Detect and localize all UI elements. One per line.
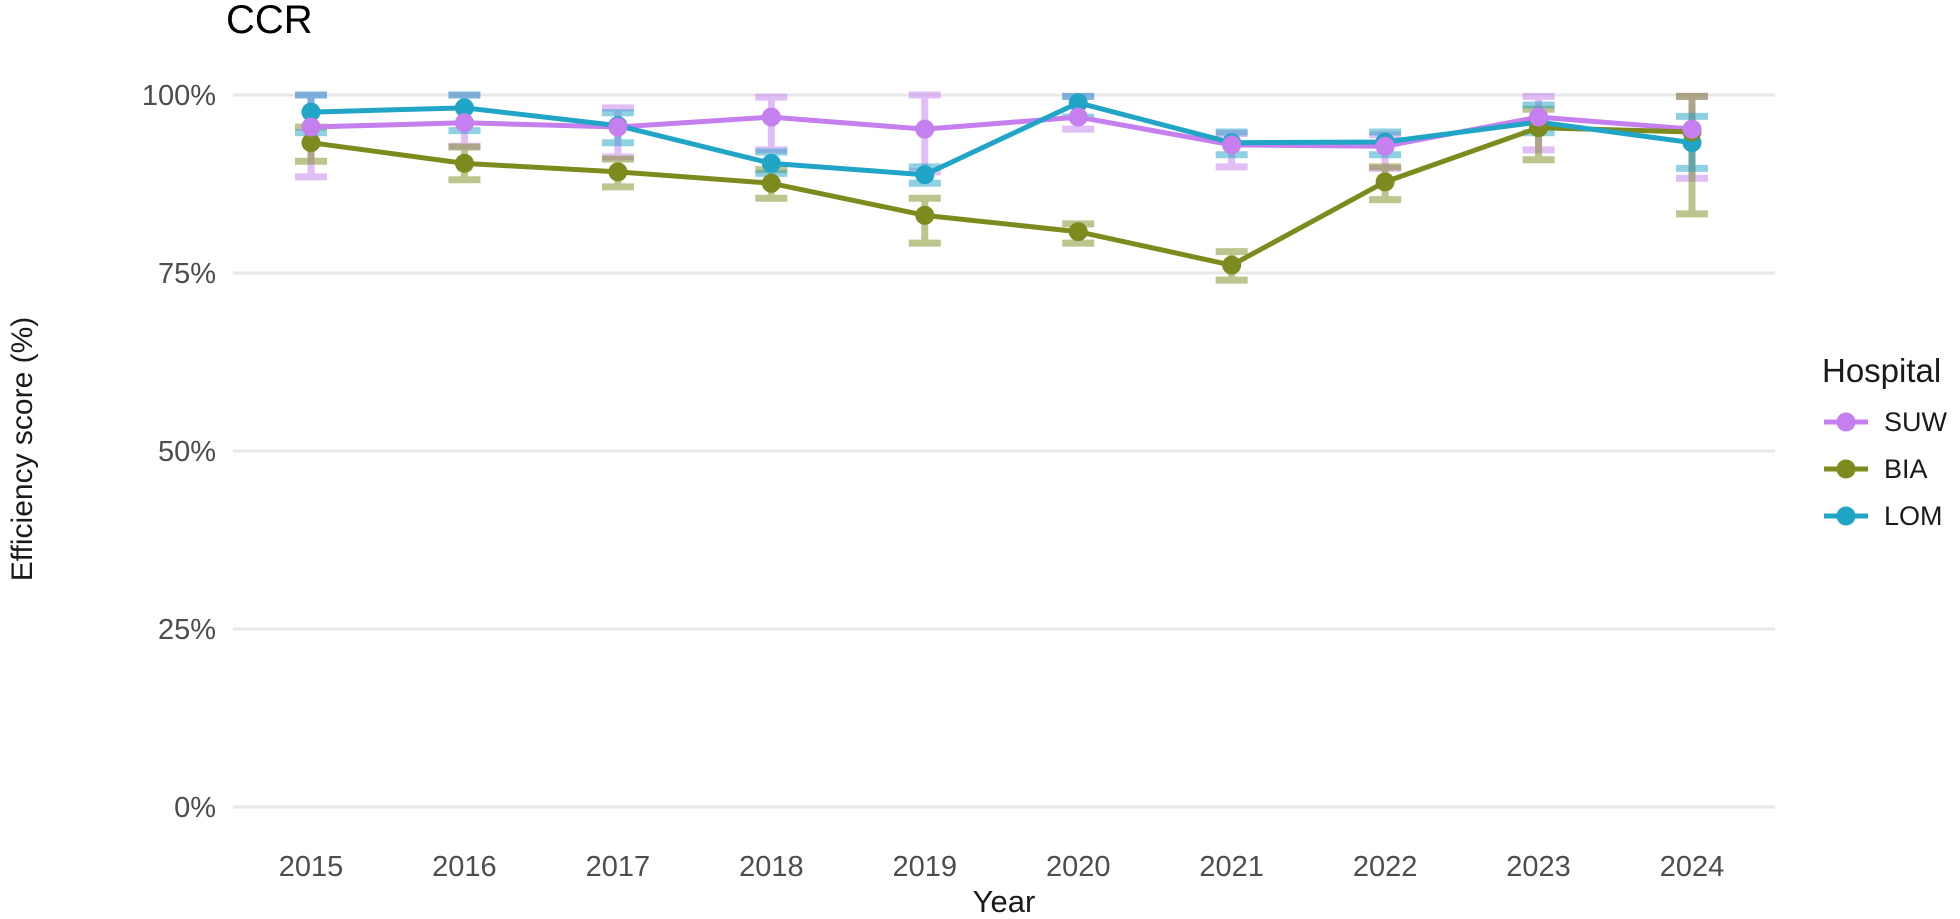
- data-point-BIA-2021: [1222, 255, 1242, 275]
- data-point-BIA-2015: [301, 133, 321, 153]
- x-tick-label-2020: 2020: [1046, 851, 1111, 883]
- x-tick-label-2022: 2022: [1353, 851, 1418, 883]
- data-point-SUW-2016: [454, 113, 474, 133]
- data-point-LOM-2020: [1068, 93, 1088, 113]
- x-tick-label-2017: 2017: [586, 851, 651, 883]
- data-point-LOM-2018: [761, 153, 781, 173]
- data-point-LOM-2015: [301, 102, 321, 122]
- y-axis-title: Efficiency score (%): [6, 316, 39, 582]
- x-tick-label-2019: 2019: [893, 851, 958, 883]
- y-tick-label-100: 100%: [142, 80, 216, 112]
- y-tick-label-50: 50%: [158, 436, 216, 468]
- data-point-BIA-2020: [1068, 222, 1088, 242]
- legend-items: SUW BIA LOM: [1822, 406, 1947, 531]
- legend-key-icon-SUW: [1824, 412, 1868, 432]
- data-point-SUW-2018: [761, 107, 781, 127]
- legend-label-BIA: BIA: [1884, 453, 1928, 484]
- y-tick-label-25: 25%: [158, 614, 216, 646]
- data-point-BIA-2018: [761, 173, 781, 193]
- x-tick-label-2018: 2018: [739, 851, 804, 883]
- legend-key-icon-BIA: [1824, 459, 1868, 479]
- y-tick-label-0: 0%: [174, 792, 216, 824]
- y-tick-label-75: 75%: [158, 258, 216, 290]
- x-tick-label-2021: 2021: [1199, 851, 1264, 883]
- x-axis-title: Year: [972, 884, 1036, 919]
- legend-key-dot-SUW: [1836, 412, 1856, 432]
- data-point-SUW-2022: [1375, 136, 1395, 156]
- legend-key-icon-LOM: [1824, 506, 1868, 526]
- data-point-SUW-2021: [1222, 135, 1242, 155]
- legend-item-LOM: LOM: [1822, 500, 1947, 531]
- x-tick-label-2015: 2015: [279, 851, 344, 883]
- legend-label-SUW: SUW: [1884, 406, 1947, 437]
- legend-key-dot-LOM: [1836, 506, 1856, 526]
- data-point-SUW-2024: [1682, 119, 1702, 139]
- data-point-SUW-2019: [915, 119, 935, 139]
- legend-label-LOM: LOM: [1884, 500, 1943, 531]
- data-point-SUW-2020: [1068, 107, 1088, 127]
- data-point-BIA-2016: [454, 153, 474, 173]
- data-point-BIA-2022: [1375, 172, 1395, 192]
- data-point-BIA-2019: [915, 205, 935, 225]
- x-tick-label-2023: 2023: [1506, 851, 1571, 883]
- series-line-SUW: [308, 114, 1695, 149]
- data-point-LOM-2019: [915, 165, 935, 185]
- series-line-BIA: [308, 125, 1695, 268]
- series-line-LOM: [308, 100, 1695, 178]
- data-point-SUW-2015: [301, 117, 321, 137]
- data-point-LOM-2016: [454, 98, 474, 118]
- legend-title: Hospital: [1822, 352, 1942, 389]
- x-tick-label-2016: 2016: [432, 851, 497, 883]
- data-point-BIA-2017: [608, 162, 628, 182]
- legend-key-dot-BIA: [1836, 459, 1856, 479]
- data-point-SUW-2023: [1529, 107, 1549, 127]
- data-point-SUW-2017: [608, 117, 628, 137]
- chart-title: CCR: [226, 0, 313, 42]
- x-tick-label-2024: 2024: [1660, 851, 1725, 883]
- legend: Hospital SUW BIA LOM: [1822, 352, 1947, 549]
- legend-item-BIA: BIA: [1822, 453, 1947, 484]
- legend-item-SUW: SUW: [1822, 406, 1947, 437]
